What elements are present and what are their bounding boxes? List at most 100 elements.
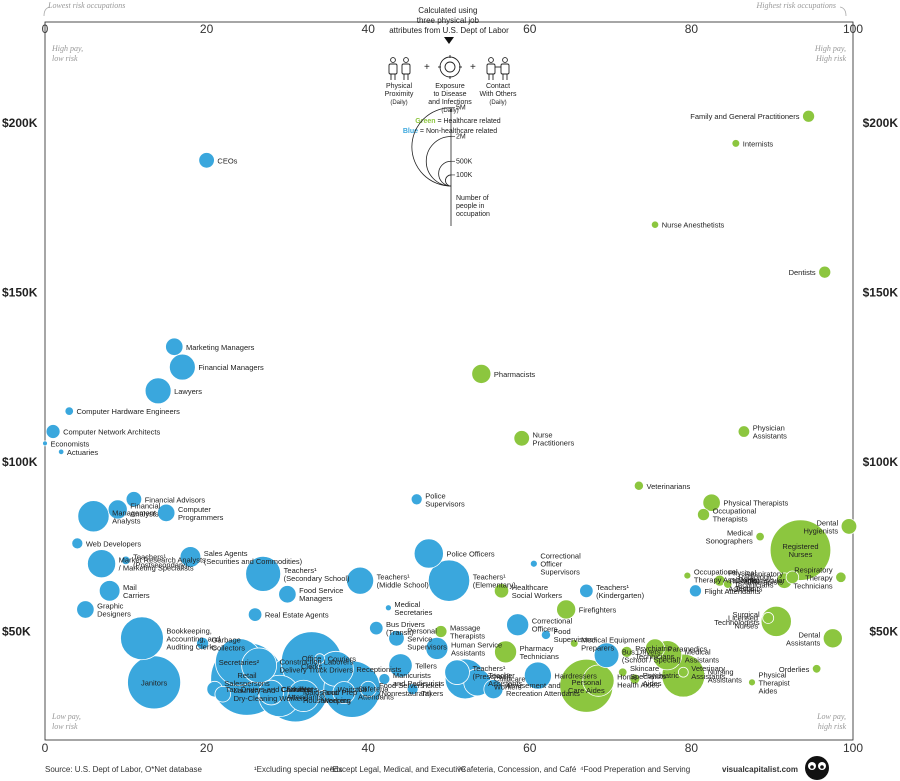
size-legend-circle [426,136,452,187]
data-label: Medical Sonographers [706,529,753,546]
data-point [620,645,633,658]
data-label: Couriers [328,655,357,664]
data-label: Family and General Practitioners [690,112,799,121]
data-label: Physician Assistants [753,424,787,441]
x-tick-top: 60 [523,22,537,36]
data-label: Teacher Assistants [488,671,522,688]
data-point [98,580,121,602]
footer-note-2: ²Except Legal, Medical, and Executive [330,765,466,774]
data-label: Financial Advisors [145,495,206,504]
data-label: Financial Analysts [130,501,160,518]
data-label: Physical Therapist Aides [759,670,791,695]
data-label: Dental Hygienists [804,518,839,535]
data-label: Bus Drivers (School / Special) [622,647,681,664]
data-label: Sales Agents (Securities and Commodities) [204,549,303,566]
x-tick-bottom: 40 [362,741,376,755]
data-point [410,493,423,506]
data-label: Real Estate Agents [265,611,329,620]
data-label: Retail Salespersons [224,671,270,688]
data-label: Amusement and Recreation Attendants [506,681,580,698]
data-point [593,642,620,669]
legend-attribute-label: Exposure to Disease and Infections (Daily) [428,83,472,114]
x-tick-top: 80 [685,22,699,36]
data-point [444,659,470,685]
chart-subtitle: Calculated using three physical job attr… [389,6,509,35]
data-point [748,678,756,687]
data-label: Bookkeeping, Accounting, and Auditing Cler… [166,626,220,651]
data-point [483,679,504,700]
data-label: Internists [743,139,774,148]
data-label: Lawyers [174,387,202,396]
visual-capitalist-logo-icon [805,756,829,780]
data-point [198,152,215,169]
data-point [650,220,660,229]
size-legend-label: 5M [456,105,466,112]
data-label: Personal Service Supervisors [407,626,447,651]
size-legend-label: 2M [456,134,466,141]
size-legend-label: 100K [456,172,473,179]
size-legend-label: 500K [456,158,473,165]
x-tick-bottom: 100 [843,741,863,755]
data-label: Surgical Technologists [714,610,760,627]
data-label: Respiratory Therapy Technicians [793,565,832,590]
corner-top-right-line1: High pay, [814,44,846,53]
data-point [64,406,74,416]
data-labels: Family and General Practitioners Internis… [50,112,838,705]
y-tick-left: $200K [2,116,38,130]
data-label: Teachers¹ (Postsecondary) [133,552,188,569]
x-axis-bottom: 0 20 40 60 80 100 [42,741,864,755]
data-point [835,571,847,583]
data-point [811,664,822,674]
data-point [822,628,843,649]
data-label: Home Health Aides [617,673,659,690]
data-label: Teachers¹ (Preschool) [472,664,511,681]
corner-top-left-line2: low risk [52,54,78,63]
data-point [556,599,577,620]
plus-sign-1: + [424,62,430,73]
legend: + + Physical Proximity (Daily) Exposure to D… [385,55,517,226]
size-legend-circle [438,160,452,187]
data-label: Psychiatric Aides [643,671,680,688]
footer-note-1: ¹Excluding special needs [254,765,343,774]
data-point [513,430,530,447]
data-label: Economists [50,439,89,448]
people-proximity-icon [388,57,411,80]
data-label: Registered Nurses [782,542,818,559]
data-label: Flight Attendants [705,587,761,596]
data-label: Pharmacists [494,370,536,379]
y-tick-right: $100K [863,455,899,469]
data-point [677,666,689,678]
data-point [802,109,816,123]
corner-bottom-right-line2: high risk [818,722,847,731]
data-label: Web Developers [86,539,142,548]
data-label: Police Officers [446,550,494,559]
legend-attribute-label: Physical Proximity (Daily) [385,83,414,106]
data-label: Veterinary Assistants [691,664,725,681]
data-label: Tellers [415,661,437,670]
data-label: Respiratory Therapists [745,569,784,586]
corner-bottom-right: Low pay, high risk [816,712,846,731]
data-label: Hairdressers [554,672,597,681]
data-label: Construction Laborers Delivery Truck Driv… [280,657,354,674]
data-point [406,683,419,696]
legend-attribute-label: Contact With Others (Daily) [480,83,517,106]
data-point [278,585,297,604]
data-point [427,559,471,602]
data-label: Personal Care Aides [568,678,605,695]
data-point [258,679,285,706]
data-label: Healthcare Social Workers [512,583,563,600]
data-label: Receptionists [356,665,401,674]
plot-area [44,21,854,741]
y-tick-right: $150K [863,286,899,300]
data-point [71,537,84,550]
data-label: Management Analysts [112,508,157,525]
corner-top-right-line2: High risk [815,54,846,63]
data-point [369,620,384,636]
data-label: Pharmacy Technicians [520,644,559,661]
data-point [45,424,61,439]
data-label: Firefighters [579,605,617,614]
corner-top-right: High pay, High risk [814,44,847,63]
data-point [121,555,131,566]
x-axis-top: 0 20 40 60 80 100 [42,22,864,36]
data-label: Childcare Workers [494,674,526,691]
